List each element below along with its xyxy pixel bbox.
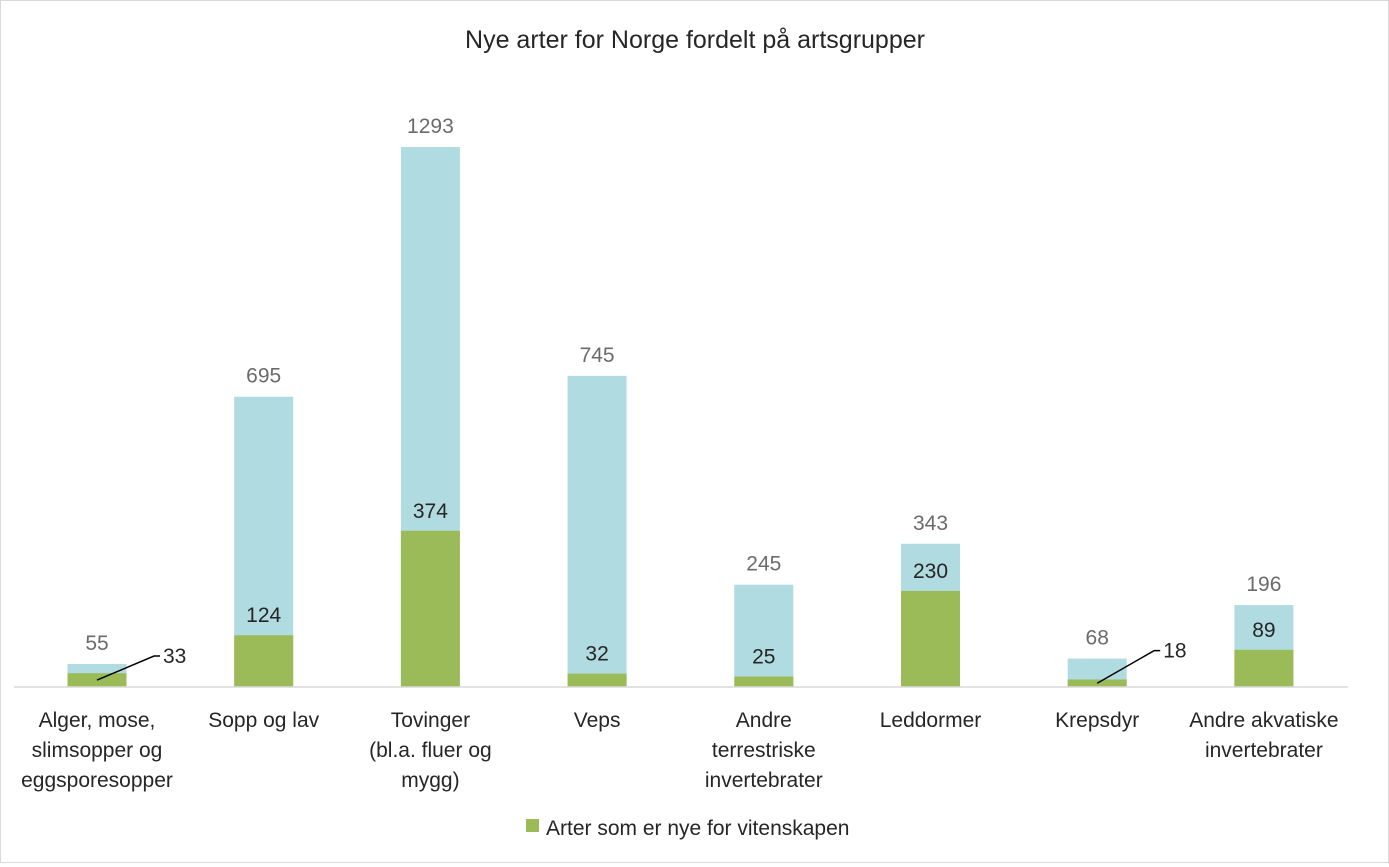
bar-new-species xyxy=(400,530,460,687)
bar-new-species xyxy=(1067,679,1127,687)
bar-total xyxy=(567,375,627,687)
bar-total xyxy=(734,584,794,687)
x-tick-label: Veps xyxy=(574,709,621,732)
labels-group: 55 33 Alger, mose, slimsopper og eggsporesop… xyxy=(21,115,1339,792)
data-label-new: 33 xyxy=(163,645,186,668)
bar-new-species xyxy=(734,676,794,687)
data-label-total: 68 xyxy=(1086,627,1109,650)
data-label-total: 343 xyxy=(913,512,948,535)
bars-group xyxy=(67,147,1294,687)
data-label-total: 695 xyxy=(246,365,281,388)
x-tick-label: Alger, mose, slimsopper og eggsporesopper xyxy=(21,709,173,792)
data-label-total: 1293 xyxy=(407,115,454,138)
data-label-total: 55 xyxy=(85,632,108,655)
x-tick-label: Leddormer xyxy=(880,709,982,732)
x-tick-label: Andre terrestriske invertebrater xyxy=(705,709,823,792)
x-tick-label: Andre akvatiske invertebrater xyxy=(1189,709,1338,762)
data-label-total: 745 xyxy=(580,344,615,367)
chart-title: Nye arter for Norge fordelt på artsgrupp… xyxy=(465,26,925,54)
x-tick-label: Sopp og lav xyxy=(208,709,319,732)
data-label-new: 230 xyxy=(913,560,948,583)
data-label-new: 124 xyxy=(246,604,281,627)
bar-new-species xyxy=(901,590,960,687)
bar-new-species xyxy=(567,673,627,687)
leader-line xyxy=(1096,649,1161,684)
x-tick-label: Krepsdyr xyxy=(1055,709,1139,732)
data-label-new: 32 xyxy=(585,643,608,666)
data-label-new: 18 xyxy=(1163,640,1186,663)
data-label-new: 89 xyxy=(1252,619,1275,642)
legend-swatch xyxy=(526,819,539,832)
bar-new-species xyxy=(1234,649,1294,687)
legend-label: Arter som er nye for vitenskapen xyxy=(546,817,849,840)
data-label-new: 25 xyxy=(752,646,775,669)
data-label-total: 196 xyxy=(1246,573,1281,596)
data-label-total: 245 xyxy=(746,553,781,576)
legend: Arter som er nye for vitenskapen xyxy=(526,817,849,840)
bar-new-species xyxy=(234,635,294,687)
data-label-new: 374 xyxy=(413,500,448,523)
x-tick-label: Tovinger (bl.a. fluer og mygg) xyxy=(369,709,492,792)
leader-line xyxy=(96,655,160,681)
